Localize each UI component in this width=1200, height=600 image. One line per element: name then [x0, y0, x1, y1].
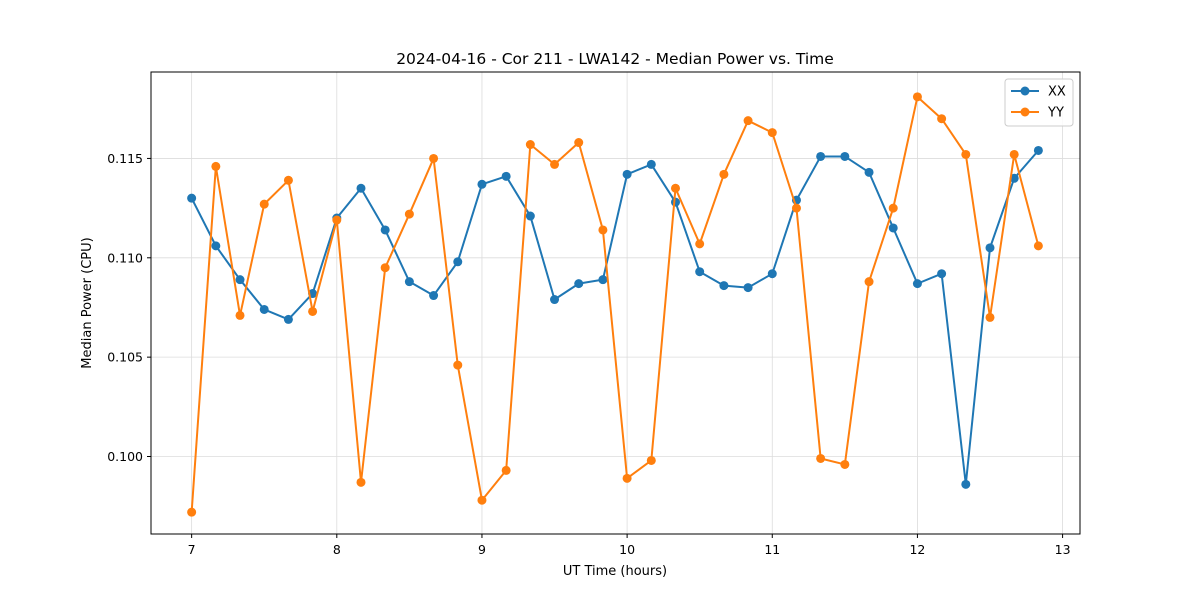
data-point-yy [429, 153, 439, 163]
x-axis: 7 8 9 10 11 12 13 [188, 534, 1071, 557]
legend-yy-label: YY [1047, 106, 1064, 121]
data-point-yy [1009, 149, 1019, 159]
data-point-yy [912, 92, 922, 102]
legend: XX YY [1004, 78, 1074, 127]
data-point-yy [404, 209, 414, 219]
data-point-yy [187, 507, 197, 517]
legend-yy-marker [1020, 107, 1030, 117]
data-point-xx [816, 151, 826, 161]
data-point-yy [332, 215, 342, 225]
x-tick-label: 10 [619, 542, 635, 557]
x-tick-label: 12 [909, 542, 925, 557]
data-point-yy [235, 310, 245, 320]
data-point-yy [985, 312, 995, 322]
data-point-yy [791, 203, 801, 213]
y-tick-label: 0.100 [107, 449, 143, 464]
data-point-xx [743, 283, 753, 293]
data-point-xx [767, 269, 777, 279]
data-point-xx [961, 479, 971, 489]
data-point-xx [429, 291, 439, 301]
y-tick-label: 0.105 [107, 350, 143, 365]
data-point-xx [187, 193, 197, 203]
x-tick-label: 8 [333, 542, 341, 557]
data-point-xx [864, 167, 874, 177]
data-point-yy [356, 477, 366, 487]
data-point-yy [525, 140, 535, 150]
data-point-yy [259, 199, 269, 209]
plot-frame [150, 71, 1081, 535]
data-point-xx [840, 151, 850, 161]
series-yy [187, 92, 1043, 517]
data-point-xx [646, 159, 656, 169]
data-point-yy [477, 495, 487, 505]
data-point-yy [453, 360, 463, 370]
data-point-yy [816, 453, 826, 463]
data-point-yy [670, 183, 680, 193]
data-point-yy [622, 473, 632, 483]
legend-xx-label: XX [1048, 85, 1066, 100]
data-point-yy [283, 175, 293, 185]
data-point-xx [477, 179, 487, 189]
series-line-xx [190, 149, 1040, 486]
data-point-yy [1033, 241, 1043, 251]
data-point-xx [525, 211, 535, 221]
y-axis: 0.100 0.105 0.110 0.115 [107, 151, 151, 464]
series-line-yy [190, 95, 1040, 513]
data-point-xx [574, 279, 584, 289]
y-tick-label: 0.110 [107, 250, 143, 265]
data-point-yy [380, 263, 390, 273]
series-layer [187, 92, 1043, 517]
data-point-yy [646, 455, 656, 465]
data-point-yy [550, 159, 560, 169]
data-point-yy [501, 465, 511, 475]
data-point-yy [840, 459, 850, 469]
data-point-yy [211, 161, 221, 171]
data-point-yy [937, 114, 947, 124]
x-tick-label: 7 [188, 542, 196, 557]
data-point-yy [767, 128, 777, 138]
data-point-xx [283, 314, 293, 324]
data-point-xx [598, 275, 608, 285]
grid-lines [151, 72, 1080, 534]
data-point-xx [235, 275, 245, 285]
chart-title: 2024-04-16 - Cor 211 - LWA142 - Median P… [396, 50, 834, 68]
x-axis-label: UT Time (hours) [563, 564, 667, 579]
data-point-yy [574, 138, 584, 148]
data-point-xx [622, 169, 632, 179]
data-point-xx [912, 279, 922, 289]
data-point-xx [937, 269, 947, 279]
data-point-xx [453, 257, 463, 267]
data-point-xx [404, 277, 414, 287]
data-point-xx [259, 304, 269, 314]
data-point-yy [598, 225, 608, 235]
x-tick-label: 11 [764, 542, 780, 557]
data-point-xx [380, 225, 390, 235]
data-point-xx [501, 171, 511, 181]
x-tick-label: 9 [478, 542, 486, 557]
data-point-yy [743, 116, 753, 126]
data-point-xx [695, 267, 705, 277]
y-tick-label: 0.115 [107, 151, 143, 166]
data-point-yy [961, 149, 971, 159]
data-point-yy [308, 306, 318, 316]
data-point-yy [864, 277, 874, 287]
data-point-xx [888, 223, 898, 233]
legend-xx-marker [1020, 86, 1030, 96]
data-point-xx [550, 295, 560, 305]
data-point-xx [211, 241, 221, 251]
y-axis-label: Median Power (CPU) [80, 237, 95, 368]
data-point-xx [1033, 145, 1043, 155]
x-tick-label: 13 [1055, 542, 1071, 557]
data-point-xx [985, 243, 995, 253]
data-point-yy [695, 239, 705, 249]
data-point-xx [356, 183, 366, 193]
data-point-xx [719, 281, 729, 291]
data-point-yy [888, 203, 898, 213]
data-point-yy [719, 169, 729, 179]
